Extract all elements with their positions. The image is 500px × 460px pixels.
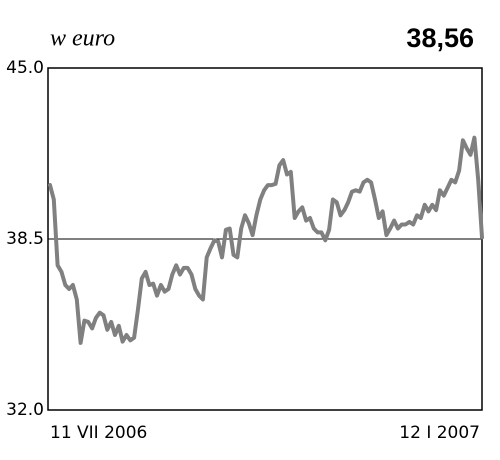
chart-title: w euro bbox=[50, 26, 115, 52]
y-tick-label: 45.0 bbox=[6, 58, 44, 78]
y-tick-label: 38.5 bbox=[6, 229, 44, 249]
price-line bbox=[48, 135, 484, 345]
x-tick-label: 11 VII 2006 bbox=[50, 423, 147, 443]
x-tick-label: 12 I 2007 bbox=[399, 423, 480, 443]
last-value: 38,56 bbox=[406, 23, 474, 53]
y-tick-label: 32.0 bbox=[6, 400, 44, 420]
